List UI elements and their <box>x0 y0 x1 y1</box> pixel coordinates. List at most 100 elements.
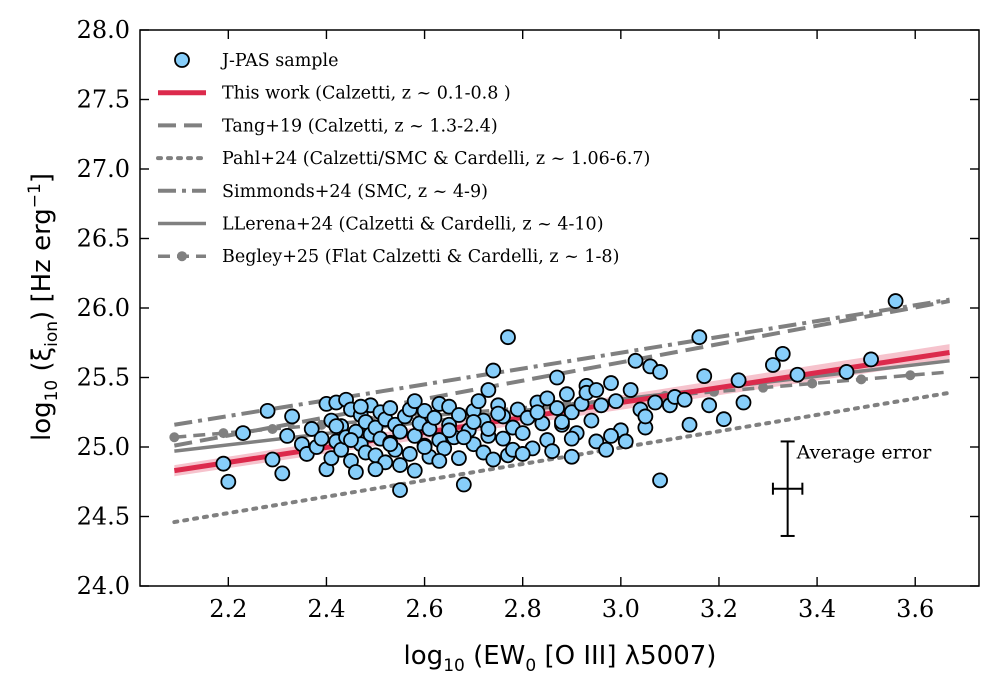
begley-marker <box>169 432 180 443</box>
data-point <box>735 394 752 411</box>
data-point <box>279 427 296 444</box>
data-point <box>382 436 399 453</box>
x-tick-label: 3.2 <box>700 595 738 623</box>
data-point <box>558 386 575 403</box>
data-point <box>455 476 472 493</box>
data-point <box>284 408 300 425</box>
data-point <box>637 408 654 425</box>
y-tick-label: 25.5 <box>77 364 130 392</box>
data-point <box>603 375 619 391</box>
data-point <box>529 404 546 421</box>
data-point <box>455 429 472 446</box>
data-point <box>215 455 232 472</box>
x-tick-label: 2.6 <box>405 595 443 623</box>
data-point <box>313 430 330 447</box>
begley-marker <box>807 378 818 389</box>
data-point <box>583 412 600 429</box>
data-point <box>593 397 610 414</box>
data-point <box>431 452 448 469</box>
legend: J-PAS sample This work (Calzetti, z ~ 0.1… <box>156 51 650 267</box>
data-point <box>730 372 747 389</box>
data-point <box>343 432 359 448</box>
begley-marker <box>905 370 916 381</box>
data-point <box>627 352 644 369</box>
data-point <box>426 409 443 426</box>
legend-item-tang: Tang+19 (Calzetti, z ~ 1.3-2.4) <box>158 116 498 136</box>
data-point <box>554 414 570 430</box>
begley-marker <box>267 424 278 435</box>
data-point <box>539 390 556 407</box>
legend-label: J-PAS sample <box>220 51 338 71</box>
data-point <box>274 465 291 482</box>
data-point <box>490 405 507 422</box>
data-point <box>323 450 340 467</box>
data-point <box>352 398 369 415</box>
x-tick-label: 3.6 <box>896 595 934 623</box>
data-point <box>514 446 531 462</box>
data-point <box>774 345 791 362</box>
legend-item-simmonds: Simmonds+24 (SMC, z ~ 4-9) <box>158 182 488 202</box>
begley-marker <box>758 382 769 393</box>
data-point <box>715 411 732 428</box>
plot-frame <box>139 29 980 587</box>
data-point <box>470 393 487 410</box>
pahl-relation-line <box>172 390 952 525</box>
data-point <box>647 394 664 411</box>
legend-label: This work (Calzetti, z ~ 0.1-0.8 ) <box>222 84 511 104</box>
data-point <box>563 430 580 447</box>
data-point <box>441 398 458 415</box>
legend-marker <box>174 52 190 68</box>
x-tick-label: 3.4 <box>798 595 836 623</box>
data-point <box>220 473 237 490</box>
y-tick-label: 24.5 <box>77 503 130 531</box>
legend-item-jpas: J-PAS sample <box>174 51 338 71</box>
data-point <box>617 433 634 450</box>
data-point <box>563 448 580 465</box>
data-point <box>382 400 399 416</box>
data-point <box>588 433 605 450</box>
data-point <box>392 457 408 473</box>
data-point <box>451 407 467 423</box>
data-point <box>514 425 531 442</box>
average-error-bar: Average error <box>771 440 933 537</box>
x-tick-label: 2.4 <box>307 595 345 623</box>
legend-item-pahl: Pahl+24 (Calzetti/SMC & Cardelli, z ~ 1.… <box>156 149 650 169</box>
x-axis-title: log10 (EW0 [O III] λ5007) <box>404 641 717 676</box>
data-point <box>264 451 281 468</box>
data-point <box>691 329 708 346</box>
data-point <box>328 418 345 435</box>
data-point <box>495 430 511 447</box>
data-point <box>235 425 251 442</box>
data-point <box>392 482 408 498</box>
x-tick-label: 3.0 <box>602 595 640 623</box>
average-error-label: Average error <box>796 441 933 463</box>
data-point <box>549 400 565 416</box>
data-point <box>441 422 458 439</box>
data-point <box>500 329 516 346</box>
data-point <box>416 439 433 455</box>
x-axis-ticks: 2.2 2.4 2.6 2.8 3.0 3.2 3.4 3.6 <box>209 30 934 623</box>
legend-marker <box>177 251 187 262</box>
data-point <box>347 464 364 480</box>
jpas-sample-points <box>215 293 904 498</box>
data-point <box>608 393 624 410</box>
begley-marker <box>218 428 229 439</box>
y-tick-label: 26.5 <box>77 225 130 253</box>
data-point <box>485 451 502 468</box>
data-point <box>549 369 565 386</box>
data-point <box>406 462 423 479</box>
x-tick-label: 2.8 <box>504 595 542 623</box>
data-point <box>696 368 713 385</box>
y-tick-label: 27.5 <box>77 86 130 114</box>
data-point <box>652 364 668 380</box>
data-point <box>406 393 423 410</box>
y-tick-label: 26.0 <box>77 294 130 322</box>
legend-item-this_work: This work (Calzetti, z ~ 0.1-0.8 ) <box>158 84 511 104</box>
data-point <box>401 446 418 462</box>
begley-marker <box>856 374 867 385</box>
data-point <box>563 404 580 421</box>
legend-label: Simmonds+24 (SMC, z ~ 4-9) <box>222 182 488 202</box>
y-axis-ticks: 24.0 24.5 25.0 25.5 26.0 26.5 27.0 27.5 28.0 <box>77 16 979 600</box>
legend-label: Begley+25 (Flat Calzetti & Cardelli, z ~… <box>222 247 619 267</box>
data-point <box>509 401 526 418</box>
